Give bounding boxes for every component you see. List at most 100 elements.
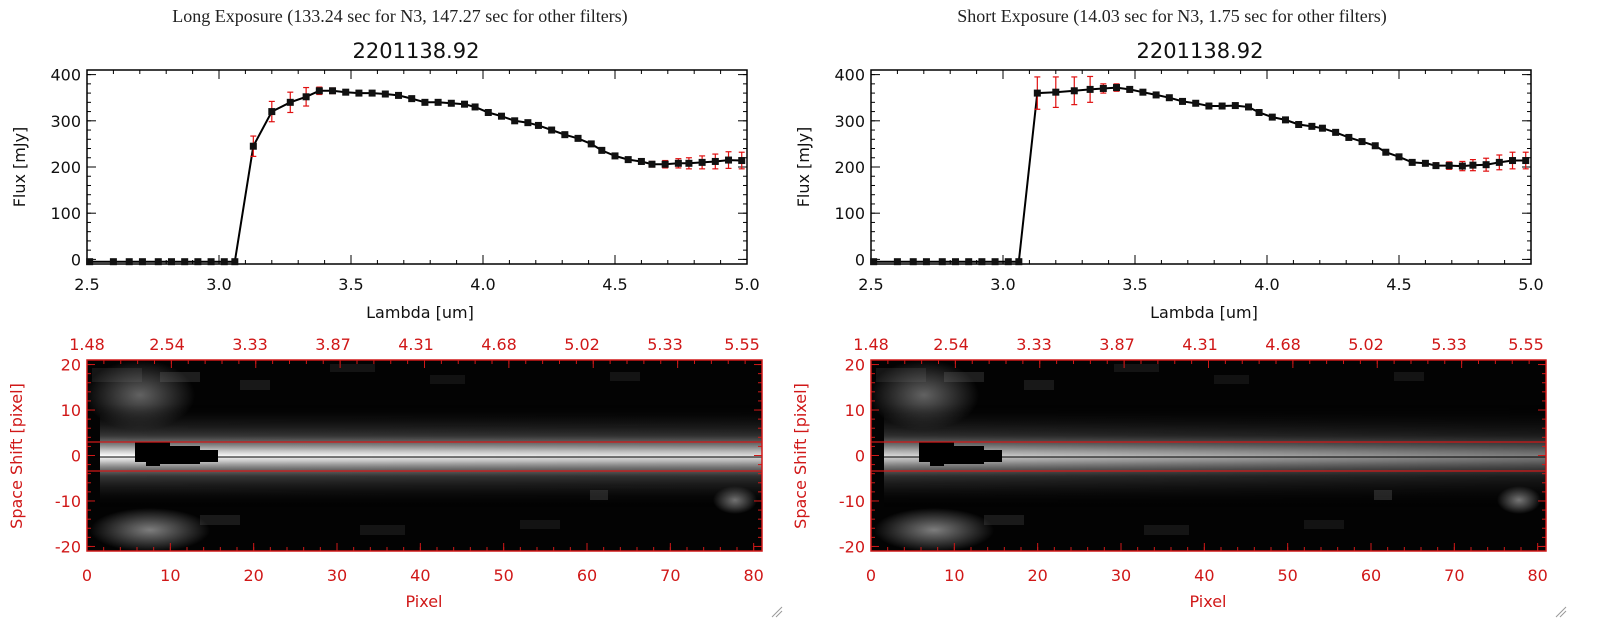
x-tick-label: 2.5 xyxy=(858,275,883,294)
wavelength-tick-label: 4.31 xyxy=(398,335,434,354)
image-ticks-long xyxy=(86,360,763,551)
image-x-tick-labels-long: 0 10 20 30 40 50 60 70 80 xyxy=(82,566,764,585)
x-tick-label: 5.0 xyxy=(1518,275,1543,294)
pixel-tick-label: 50 xyxy=(493,566,513,585)
resize-grip-icon[interactable] xyxy=(1555,606,1567,618)
data-point xyxy=(302,93,310,101)
noise-patch xyxy=(240,380,270,390)
spectrum-title-short: 2201138.92 xyxy=(1137,39,1264,63)
panel-long-exposure: Long Exposure (133.24 sec for N3, 147.27… xyxy=(7,6,764,611)
data-point xyxy=(1421,159,1429,167)
panel-title-long: Long Exposure (133.24 sec for N3, 147.27… xyxy=(172,6,627,27)
data-point xyxy=(1113,84,1121,92)
data-point xyxy=(1245,103,1253,111)
data-point xyxy=(497,112,505,120)
wavelength-tick-label: 5.02 xyxy=(564,335,600,354)
data-point xyxy=(1408,158,1416,166)
shift-tick-label: 20 xyxy=(61,356,81,375)
pixel-tick-label: 10 xyxy=(160,566,180,585)
data-point xyxy=(893,258,901,266)
noise-patch xyxy=(1394,372,1424,381)
data-point xyxy=(484,108,492,116)
wavelength-tick-label: 3.33 xyxy=(1016,335,1052,354)
pixel-tick-label: 60 xyxy=(577,566,597,585)
data-point xyxy=(637,157,645,165)
saturated-region-long xyxy=(135,442,218,466)
data-point xyxy=(181,258,189,266)
spectrum-x-tick-labels-short: 2.5 3.0 3.5 4.0 4.5 5.0 xyxy=(858,275,1543,294)
shift-tick-label: -20 xyxy=(839,537,865,556)
noise-patch xyxy=(1114,364,1159,372)
data-point xyxy=(1469,161,1477,169)
data-point xyxy=(1218,102,1226,110)
y-tick-label: 0 xyxy=(855,250,865,269)
data-point xyxy=(286,98,294,106)
data-point xyxy=(1495,158,1503,166)
data-point xyxy=(1281,116,1289,124)
data-point xyxy=(1371,142,1379,150)
image-top-tick-labels-short: 1.48 2.54 3.33 3.87 4.31 4.68 5.02 5.33 … xyxy=(853,335,1544,354)
data-point xyxy=(611,152,619,160)
resize-grip-icon[interactable] xyxy=(771,606,783,618)
y-tick-label: 200 xyxy=(50,158,81,177)
shift-tick-label: 0 xyxy=(71,447,81,466)
y-tick-label: 400 xyxy=(834,66,865,85)
spectrum-frame-short xyxy=(870,69,1532,265)
pixel-tick-label: 20 xyxy=(243,566,263,585)
data-point xyxy=(1165,94,1173,102)
flux-line xyxy=(89,89,742,263)
data-point xyxy=(1345,133,1353,141)
spectrum-plot-long: 0 100 200 300 400 2.5 3.0 3.5 4.0 4.5 5.… xyxy=(10,66,760,322)
wavelength-tick-label: 3.87 xyxy=(315,335,351,354)
spectrum-y-axis-label-short: Flux [mJy] xyxy=(794,127,813,208)
spectrum-x-axis-label-long: Lambda [um] xyxy=(366,303,474,322)
shift-tick-label: 0 xyxy=(855,447,865,466)
data-point xyxy=(1308,122,1316,130)
x-tick-label: 3.5 xyxy=(1122,275,1147,294)
data-point xyxy=(1126,85,1134,93)
spectrum-title-long: 2201138.92 xyxy=(353,39,480,63)
data-point xyxy=(471,103,479,111)
pixel-tick-label: 40 xyxy=(410,566,430,585)
wavelength-tick-label: 3.33 xyxy=(232,335,268,354)
wavelength-tick-label: 2.54 xyxy=(149,335,185,354)
data-point xyxy=(395,91,403,99)
data-point xyxy=(1152,91,1160,99)
data-point xyxy=(342,88,350,96)
spectrum-plot-short: 0 100 200 300 400 2.5 3.0 3.5 4.0 4.5 5.… xyxy=(794,66,1544,322)
data-point xyxy=(1458,162,1466,170)
data-point xyxy=(661,160,669,168)
y-tick-label: 100 xyxy=(834,204,865,223)
wavelength-tick-label: 5.55 xyxy=(1508,335,1544,354)
data-point xyxy=(574,134,582,142)
spectrum-y-axis-label-long: Flux [mJy] xyxy=(10,127,29,208)
data-point xyxy=(434,98,442,106)
x-tick-label: 4.5 xyxy=(602,275,627,294)
data-point xyxy=(1268,113,1276,121)
wavelength-tick-label: 1.48 xyxy=(69,335,105,354)
y-tick-label: 300 xyxy=(834,112,865,131)
noise-patch xyxy=(200,515,240,525)
shift-tick-label: 10 xyxy=(845,401,865,420)
wavelength-tick-label: 4.68 xyxy=(1265,335,1301,354)
data-point xyxy=(698,158,706,166)
wavelength-tick-label: 1.48 xyxy=(853,335,889,354)
data-point xyxy=(167,258,175,266)
data-point xyxy=(922,258,930,266)
data-point xyxy=(1086,85,1094,93)
wavelength-tick-label: 5.33 xyxy=(1431,335,1467,354)
data-point xyxy=(1033,89,1041,97)
flux-series-long xyxy=(86,86,746,266)
data-point xyxy=(1205,102,1213,110)
shift-tick-label: -10 xyxy=(839,492,865,511)
data-point xyxy=(534,121,542,129)
data-point xyxy=(598,146,606,154)
pixel-tick-label: 50 xyxy=(1277,566,1297,585)
data-point xyxy=(548,126,556,134)
spectrum-x-tick-labels-long: 2.5 3.0 3.5 4.0 4.5 5.0 xyxy=(74,275,759,294)
pixel-tick-label: 80 xyxy=(743,566,763,585)
data-point xyxy=(951,258,959,266)
shift-tick-label: -20 xyxy=(55,537,81,556)
noise-patch xyxy=(520,520,560,529)
